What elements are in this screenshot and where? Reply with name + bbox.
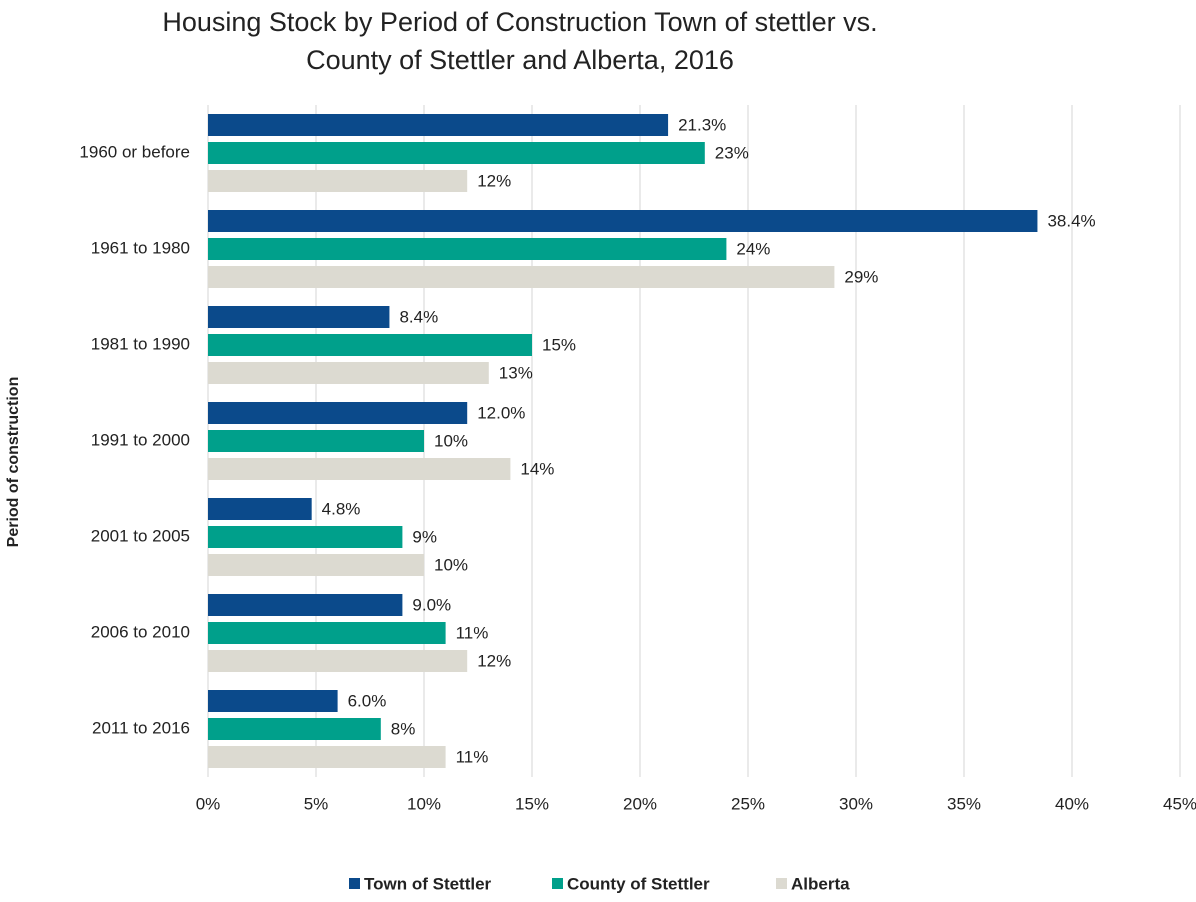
value-label: 23% [715, 143, 749, 162]
value-label: 4.8% [322, 499, 361, 518]
bar [208, 334, 532, 356]
bar [208, 210, 1038, 232]
bar [208, 170, 468, 192]
bar [208, 650, 468, 672]
value-label: 38.4% [1047, 211, 1095, 230]
value-label: 15% [542, 335, 576, 354]
bar [208, 142, 705, 164]
y-tick-label: 2001 to 2005 [91, 526, 190, 545]
bar [208, 402, 468, 424]
value-label: 12% [477, 171, 511, 190]
legend-swatch [552, 878, 563, 889]
bar [208, 746, 446, 768]
bar [208, 362, 489, 384]
y-tick-label: 1961 to 1980 [91, 238, 190, 257]
legend-text: County of Stettler [567, 874, 710, 893]
y-axis-title: Period of construction [5, 377, 22, 548]
value-label: 10% [434, 555, 468, 574]
value-label: 9.0% [412, 595, 451, 614]
bar [208, 622, 446, 644]
x-tick-label: 5% [304, 794, 329, 813]
bar [208, 690, 338, 712]
bar [208, 554, 424, 576]
chart-title: County of Stettler and Alberta, 2016 [306, 45, 734, 75]
legend-text: Alberta [791, 874, 850, 893]
value-label: 14% [520, 459, 554, 478]
bar [208, 306, 390, 328]
chart-title: Housing Stock by Period of Construction … [162, 7, 877, 37]
value-label: 8.4% [399, 307, 438, 326]
legend-text: Town of Stettler [364, 874, 492, 893]
x-tick-label: 45% [1163, 794, 1196, 813]
legend-swatch [776, 878, 787, 889]
x-tick-label: 15% [515, 794, 549, 813]
bar [208, 526, 403, 548]
value-label: 11% [456, 623, 489, 642]
value-label: 24% [736, 239, 770, 258]
y-tick-label: 1991 to 2000 [91, 430, 190, 449]
value-label: 21.3% [678, 115, 726, 134]
value-label: 9% [412, 527, 437, 546]
bar [208, 498, 312, 520]
y-tick-label: 1981 to 1990 [91, 334, 190, 353]
value-label: 6.0% [348, 691, 387, 710]
x-tick-label: 35% [947, 794, 981, 813]
legend-swatch [349, 878, 360, 889]
x-tick-label: 0% [196, 794, 221, 813]
value-label: 29% [844, 267, 878, 286]
value-label: 12% [477, 651, 511, 670]
y-tick-label: 2006 to 2010 [91, 622, 190, 641]
value-label: 10% [434, 431, 468, 450]
value-label: 8% [391, 719, 416, 738]
x-tick-label: 25% [731, 794, 765, 813]
value-label: 13% [499, 363, 533, 382]
value-label: 12.0% [477, 403, 525, 422]
bar [208, 238, 727, 260]
x-tick-label: 10% [407, 794, 441, 813]
bar [208, 114, 669, 136]
x-tick-label: 20% [623, 794, 657, 813]
bar [208, 266, 835, 288]
x-tick-label: 30% [839, 794, 873, 813]
y-tick-label: 1960 or before [79, 142, 190, 161]
bar [208, 594, 403, 616]
x-tick-label: 40% [1055, 794, 1089, 813]
bar [208, 458, 511, 480]
bar [208, 718, 381, 740]
bar [208, 430, 424, 452]
y-tick-label: 2011 to 2016 [92, 718, 190, 737]
value-label: 11% [456, 747, 489, 766]
